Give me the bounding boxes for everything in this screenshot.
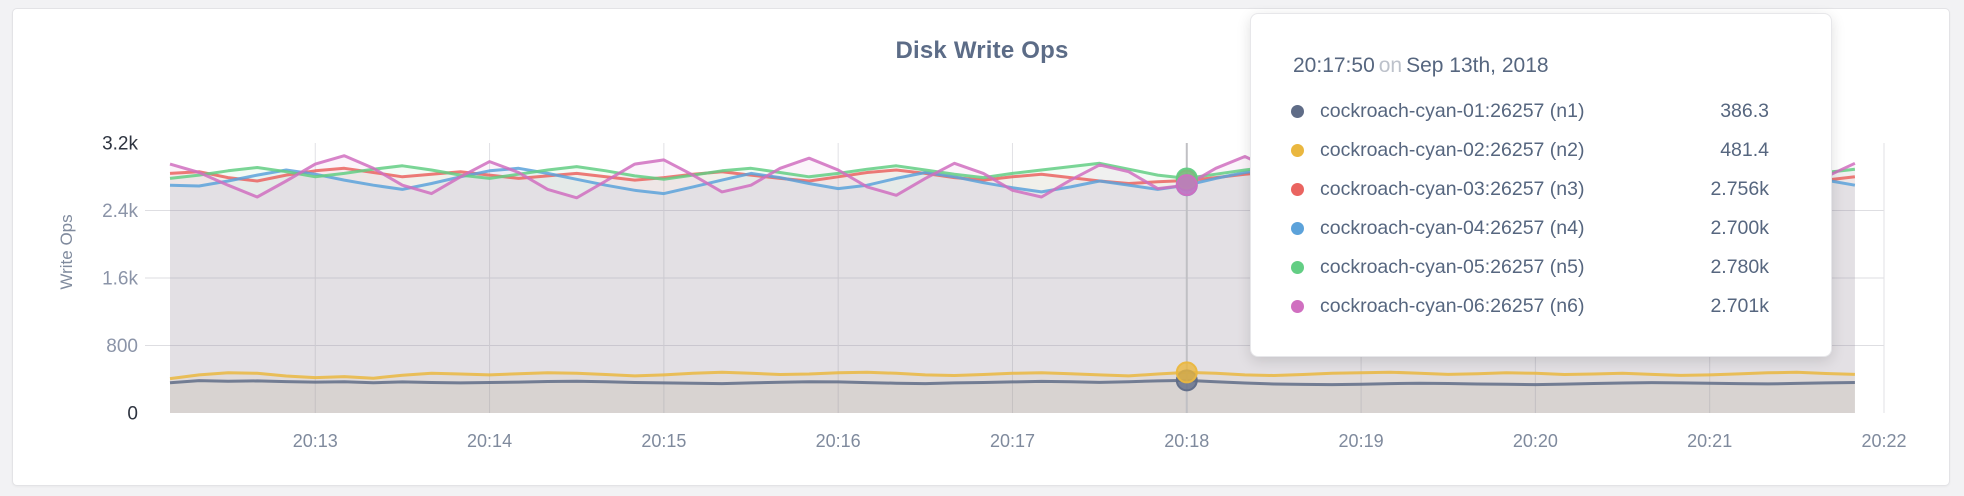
series-line-n2 <box>169 370 1855 381</box>
series-value: 2.700k <box>1710 217 1769 239</box>
hover-tooltip: 20:17:50 on Sep 13th, 2018 cockroach-cyan-… <box>1250 13 1832 357</box>
tooltip-rows: cockroach-cyan-01:26257 (n1) 386.3 cockroa… <box>1291 92 1799 326</box>
series-area-n1 <box>170 380 1855 413</box>
y-axis-tick-label: 1.6k <box>102 269 138 290</box>
series-color-dot-icon <box>1291 183 1304 196</box>
x-axis-tick-label: 20:16 <box>816 431 861 451</box>
x-axis-tick-label: 20:21 <box>1687 431 1732 451</box>
tooltip-time: 20:17:50 <box>1293 54 1375 77</box>
y-axis-tick-label: 2.4k <box>102 201 138 222</box>
series-line-n1 <box>169 378 1855 387</box>
x-axis-tick-label: 20:15 <box>641 431 686 451</box>
tooltip-row: cockroach-cyan-03:26257 (n3) 2.756k <box>1291 170 1799 209</box>
series-label: cockroach-cyan-01:26257 (n1) <box>1320 100 1585 122</box>
x-axis-tick-label: 20:18 <box>1164 431 1209 451</box>
tooltip-row: cockroach-cyan-05:26257 (n5) 2.780k <box>1291 248 1799 287</box>
series-color-dot-icon <box>1291 105 1304 118</box>
series-value: 481.4 <box>1720 139 1769 161</box>
x-axis-tick-label: 20:19 <box>1339 431 1384 451</box>
x-axis-tick-label: 20:17 <box>990 431 1035 451</box>
chart-title: Disk Write Ops <box>895 37 1069 64</box>
series-value: 386.3 <box>1720 100 1769 122</box>
series-label: cockroach-cyan-04:26257 (n4) <box>1320 217 1585 239</box>
series-color-dot-icon <box>1291 222 1304 235</box>
series-label: cockroach-cyan-02:26257 (n2) <box>1320 139 1585 161</box>
series-label: cockroach-cyan-03:26257 (n3) <box>1320 178 1585 200</box>
tooltip-row: cockroach-cyan-02:26257 (n2) 481.4 <box>1291 131 1799 170</box>
tooltip-row: cockroach-cyan-06:26257 (n6) 2.701k <box>1291 287 1799 326</box>
tooltip-row: cockroach-cyan-01:26257 (n1) 386.3 <box>1291 92 1799 131</box>
tooltip-row: cockroach-cyan-04:26257 (n4) 2.700k <box>1291 209 1799 248</box>
series-label: cockroach-cyan-06:26257 (n6) <box>1320 295 1585 317</box>
hover-point-n6[interactable] <box>1175 174 1198 197</box>
hover-point-n2[interactable] <box>1175 361 1198 384</box>
series-value: 2.701k <box>1710 295 1769 317</box>
x-axis-tick-label: 20:22 <box>1861 431 1906 451</box>
x-axis-tick-label: 20:20 <box>1513 431 1558 451</box>
series-value: 2.780k <box>1710 256 1769 278</box>
tooltip-header: 20:17:50 on Sep 13th, 2018 <box>1293 54 1799 78</box>
y-axis-tick-label: 3.2k <box>102 134 138 155</box>
x-axis-tick-label: 20:13 <box>293 431 338 451</box>
tooltip-on-word: on <box>1378 54 1403 77</box>
x-axis-tick-label: 20:14 <box>467 431 512 451</box>
y-axis-tick-label: 800 <box>106 336 138 357</box>
series-color-dot-icon <box>1291 261 1304 274</box>
series-value: 2.756k <box>1710 178 1769 200</box>
series-color-dot-icon <box>1291 300 1304 313</box>
y-axis-tick-label: 0 <box>127 404 138 425</box>
series-color-dot-icon <box>1291 144 1304 157</box>
y-axis-title: Write Ops <box>57 214 76 290</box>
series-label: cockroach-cyan-05:26257 (n5) <box>1320 256 1585 278</box>
tooltip-date: Sep 13th, 2018 <box>1406 54 1549 77</box>
